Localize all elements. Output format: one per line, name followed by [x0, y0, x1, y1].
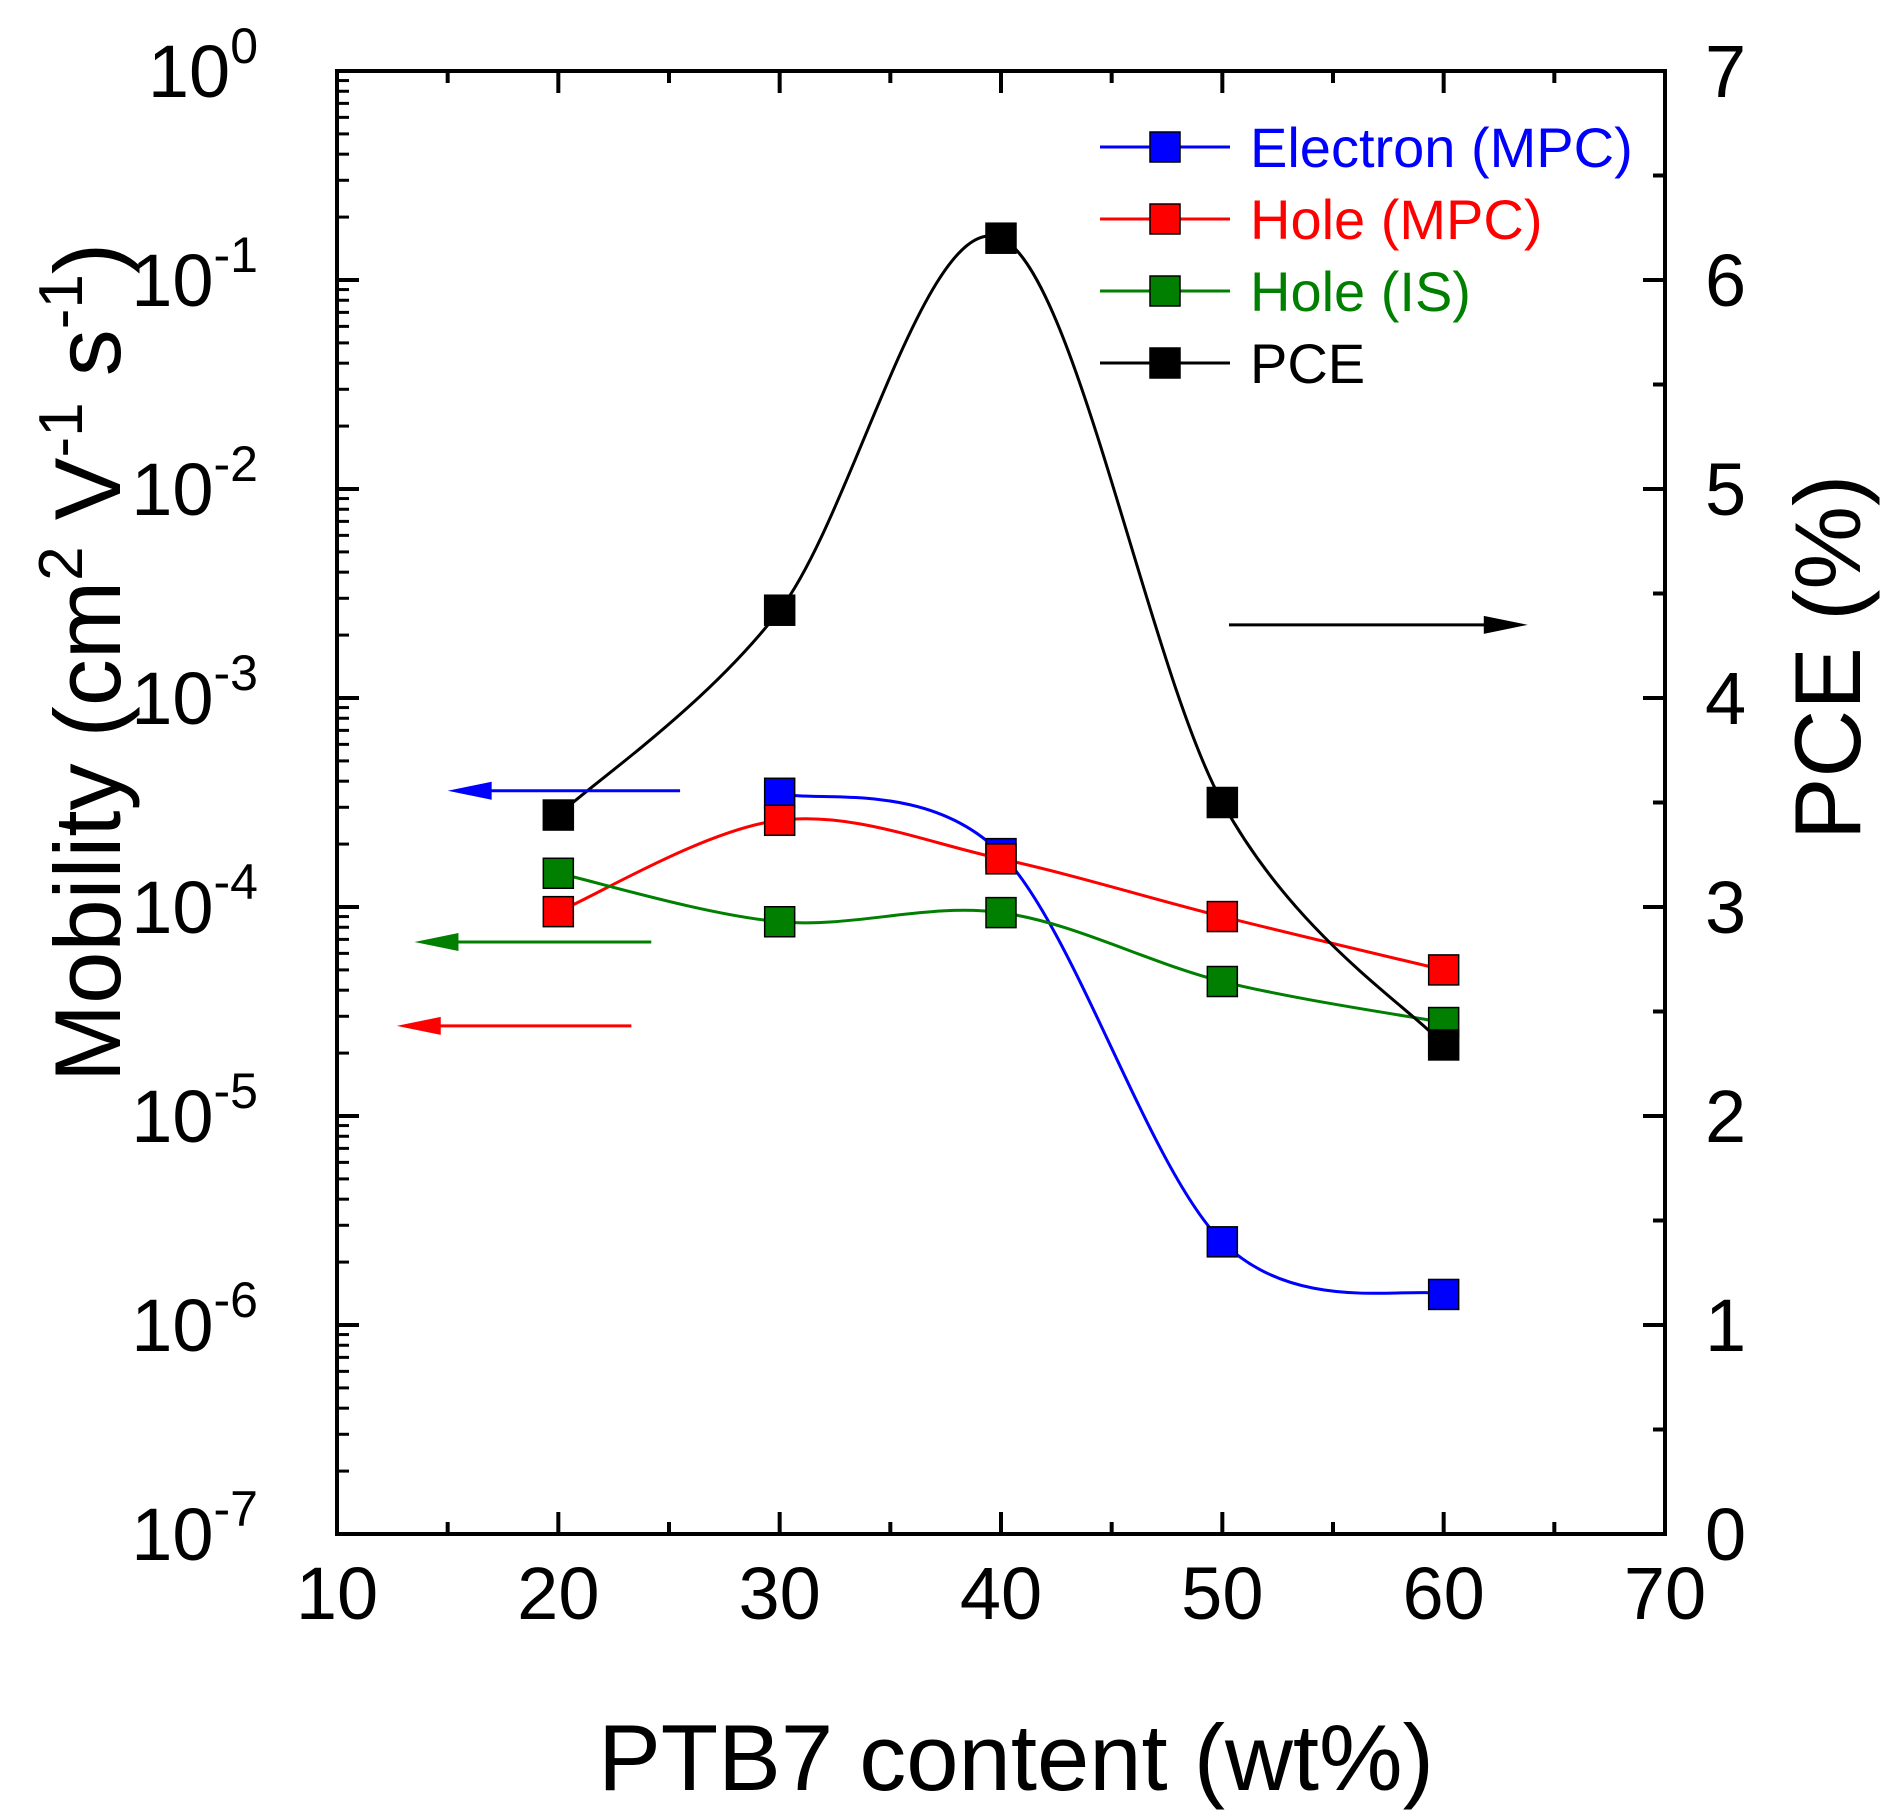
axis-arrow-left	[414, 933, 652, 952]
arrow-head	[447, 781, 492, 800]
y-right-tick-label: 5	[1705, 448, 1746, 531]
legend-marker	[1149, 275, 1181, 307]
data-point-electron-mpc	[1427, 1278, 1460, 1311]
series-line-electron-mpc	[779, 791, 1445, 1296]
series-hole-is	[542, 857, 1460, 1039]
data-point-pce	[1427, 1029, 1460, 1061]
legend-marker	[1149, 347, 1181, 379]
y-right-tick-label: 3	[1705, 866, 1746, 949]
y-right-tick-label: 2	[1705, 1075, 1746, 1158]
data-point-hole-is	[1206, 965, 1239, 998]
legend-marker	[1149, 131, 1181, 163]
data-point-hole-mpc	[1206, 900, 1239, 933]
series-pce	[542, 222, 1460, 1061]
y-left-tick-label: 100	[148, 18, 258, 113]
series-line-hole-is	[558, 871, 1444, 1025]
data-point-hole-mpc	[542, 895, 575, 928]
data-point-pce	[763, 594, 796, 626]
y-right-tick-label: 0	[1705, 1493, 1746, 1576]
data-point-electron-mpc	[1206, 1226, 1239, 1258]
y-right-tick-label: 6	[1705, 239, 1746, 322]
legend-entry-electron-mpc: Electron (MPC)	[1100, 116, 1633, 179]
y-left-tick-label: 10-1	[131, 227, 258, 322]
x-tick-label: 50	[1181, 1552, 1263, 1635]
y-left-axis-title: Mobility (cm2 V-1 s-1)	[27, 243, 140, 1082]
data-point-electron-mpc	[763, 777, 796, 810]
y-left-tick-label: 10-2	[131, 436, 258, 531]
series-layer	[542, 222, 1460, 1311]
data-point-hole-is	[542, 857, 575, 890]
legend-label: Electron (MPC)	[1250, 116, 1633, 179]
x-tick-label: 10	[296, 1552, 378, 1635]
y-left-tick-label: 10-6	[131, 1272, 258, 1367]
legend: Electron (MPC) Hole (MPC) Hole (IS) PCE	[1100, 116, 1633, 395]
axis-arrow-right	[1228, 615, 1528, 634]
legend-marker	[1149, 203, 1181, 235]
axis-arrow-left	[447, 781, 681, 800]
y-right-tick-label: 1	[1705, 1284, 1746, 1367]
data-point-hole-mpc	[1427, 954, 1460, 986]
data-point-pce	[1206, 786, 1239, 819]
data-point-pce	[542, 799, 575, 831]
series-hole-mpc	[542, 804, 1460, 986]
x-axis-title: PTB7 content (wt%)	[598, 1705, 1434, 1810]
label-layer: 10 20 30 40 50 60 7010010-110-210-310-410-510-…	[27, 18, 1880, 1810]
legend-entry-hole-is: Hole (IS)	[1100, 260, 1471, 323]
data-point-hole-mpc	[763, 804, 796, 837]
arrow-head	[396, 1016, 441, 1035]
legend-label: Hole (IS)	[1250, 260, 1471, 323]
y-left-tick-label: 10-3	[131, 645, 258, 740]
x-tick-label: 60	[1403, 1552, 1485, 1635]
y-left-tick-label: 10-7	[131, 1481, 258, 1576]
axis-arrow-left	[396, 1016, 632, 1035]
legend-label: PCE	[1250, 332, 1365, 395]
plot-frame	[335, 69, 1667, 1536]
arrow-head	[414, 933, 459, 952]
y-left-tick-label: 10-5	[131, 1063, 258, 1158]
y-right-axis-title: PCE (%)	[1775, 475, 1880, 841]
legend-entry-pce: PCE	[1100, 332, 1365, 395]
x-tick-label: 20	[517, 1552, 599, 1635]
data-point-hole-mpc	[985, 843, 1017, 875]
x-tick-label: 30	[739, 1552, 821, 1635]
data-point-hole-is	[985, 896, 1017, 929]
arrow-layer	[396, 615, 1528, 1035]
y-right-tick-label: 4	[1705, 657, 1746, 740]
data-point-hole-is	[763, 906, 796, 938]
y-left-tick-label: 10-4	[131, 854, 258, 949]
x-tick-label: 40	[960, 1552, 1042, 1635]
series-electron-mpc	[763, 777, 1460, 1311]
y-right-tick-label: 7	[1705, 30, 1746, 113]
legend-label: Hole (MPC)	[1250, 188, 1542, 251]
arrow-head	[1483, 615, 1528, 634]
data-point-pce	[985, 222, 1017, 254]
x-tick-label: 70	[1624, 1552, 1706, 1635]
legend-entry-hole-mpc: Hole (MPC)	[1100, 188, 1542, 251]
